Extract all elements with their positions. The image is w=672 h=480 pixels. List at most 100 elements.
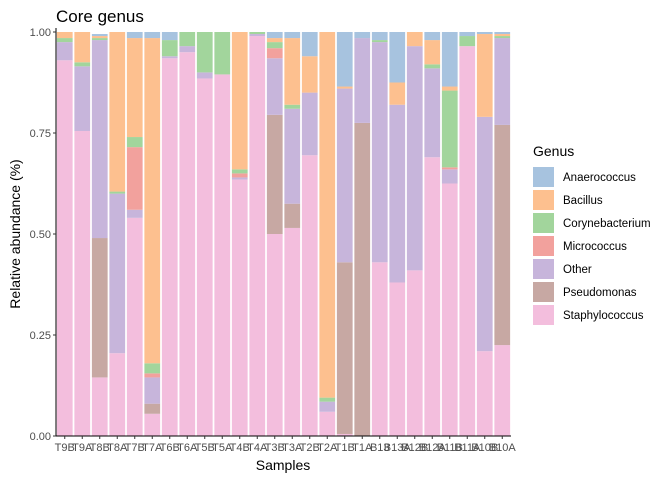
- x-tick-label: B11B: [437, 442, 463, 454]
- bar-segment-other-t4b: [231, 177, 248, 180]
- bar-segment-anaerococcus-t8b: [91, 34, 108, 37]
- bar-segment-corynebacterium-t5b: [196, 32, 213, 73]
- bar-segment-other-b11b: [441, 169, 458, 184]
- x-tick-label: T8B: [90, 442, 110, 454]
- bar-segment-other-b10b: [476, 116, 493, 352]
- bar-segment-corynebacterium-t4b: [231, 169, 248, 174]
- x-tick-label: T3B: [265, 442, 285, 454]
- legend-label-micrococcus: Micrococcus: [563, 241, 627, 253]
- bar-segment-anaerococcus-b13: [371, 32, 388, 41]
- x-axis-title: Samples: [256, 457, 310, 473]
- bar-segment-micrococcus-t4b: [231, 173, 248, 178]
- x-tick-label: T7A: [142, 442, 163, 454]
- bar-segment-staphylococcus-t2a: [319, 411, 336, 436]
- bar-segment-other-b13: [371, 42, 388, 263]
- bar-segment-bacillus-b12a: [424, 40, 441, 65]
- bar-segment-pseudomonas-t3a: [284, 203, 301, 228]
- bar-segment-bacillus-t4b: [231, 32, 248, 170]
- bar-segment-corynebacterium-b10a: [494, 36, 511, 39]
- bar-segment-other-t1b: [336, 88, 353, 263]
- legend-label-other: Other: [563, 264, 592, 276]
- bar-segment-pseudomonas-t3b: [266, 114, 283, 234]
- y-tick-label: 0.00: [30, 431, 51, 443]
- x-tick-label: T8A: [107, 442, 128, 454]
- legend-label-corynebacterium: Corynebacterium: [563, 218, 651, 230]
- bar-segment-other-t3a: [284, 108, 301, 204]
- bar-segment-staphylococcus-b10b: [476, 351, 493, 436]
- bar-segment-other-t4a: [249, 34, 266, 37]
- bar-segment-other-t3b: [266, 58, 283, 115]
- bar-segment-staphylococcus-b10a: [494, 345, 511, 436]
- bar-segment-staphylococcus-b13: [371, 262, 388, 436]
- x-tick-label: T2B: [300, 442, 320, 454]
- bar-segment-other-t7a: [144, 377, 161, 404]
- bar-segment-other-b13a: [389, 104, 406, 283]
- bar-segment-other-b10a: [494, 38, 511, 125]
- bar-segment-pseudomonas-t8b: [91, 238, 108, 378]
- bar-segment-other-t6b: [161, 56, 178, 59]
- bar-segment-staphylococcus-t9b: [56, 60, 73, 436]
- bar-segment-staphylococcus-t7b: [126, 217, 143, 436]
- bar-segment-staphylococcus-t9a: [74, 130, 91, 437]
- bar-segment-staphylococcus-t8b: [91, 377, 108, 436]
- legend-label-pseudomonas: Pseudomonas: [563, 287, 637, 299]
- bar-segment-other-t5b: [196, 72, 213, 79]
- bar-segment-staphylococcus-t3b: [266, 234, 283, 436]
- legend-label-anaerococcus: Anaerococcus: [563, 172, 636, 184]
- bar-segment-corynebacterium-t6a: [179, 32, 196, 47]
- x-tick-label: B13: [370, 442, 390, 454]
- bar-segment-anaerococcus-b13a: [389, 32, 406, 83]
- bar-segment-anaerococcus-b10a: [494, 32, 511, 35]
- bar-segment-staphylococcus-b12a: [424, 157, 441, 437]
- legend-swatch-micrococcus: [533, 236, 554, 256]
- chart-title: Core genus: [56, 7, 144, 26]
- bar-segment-corynebacterium-t9b: [56, 38, 73, 43]
- legend-swatch-pseudomonas: [533, 282, 554, 302]
- bar-segment-staphylococcus-b12b: [406, 270, 423, 436]
- bar-segment-staphylococcus-t2b: [301, 155, 318, 436]
- bar-segment-staphylococcus-b13a: [389, 282, 406, 436]
- bar-segment-other-t8b: [91, 40, 108, 239]
- bar-segment-micrococcus-t7a: [144, 373, 161, 378]
- bar-segment-other-t2b: [301, 92, 318, 156]
- bar-segment-corynebacterium-t7b: [126, 137, 143, 148]
- bar-segment-bacillus-t7b: [126, 38, 143, 138]
- bar-segment-bacillus-t2a: [319, 32, 336, 398]
- bar-segment-other-b12b: [406, 46, 423, 271]
- bar-segment-anaerococcus-b11b: [441, 32, 458, 87]
- bar-segment-anaerococcus-t1a: [354, 32, 371, 39]
- bar-segment-bacillus-t9b: [56, 32, 73, 39]
- x-tick-label: B11A: [454, 442, 481, 454]
- bar-segment-anaerococcus-t3b: [266, 32, 283, 39]
- x-tick-label: T9A: [72, 442, 93, 454]
- x-tick-label: B13A: [384, 442, 412, 454]
- bar-segment-bacillus-b11b: [441, 86, 458, 91]
- bar-segment-bacillus-t7a: [144, 38, 161, 364]
- x-tick-label: T1B: [335, 442, 355, 454]
- x-tick-label: T5B: [195, 442, 215, 454]
- legend-label-bacillus: Bacillus: [563, 195, 603, 207]
- x-tick-label: B10B: [471, 442, 498, 454]
- legend-label-staphylococcus: Staphylococcus: [563, 310, 644, 322]
- bar-segment-corynebacterium-t5a: [214, 32, 231, 75]
- bar-segment-bacillus-b12b: [406, 32, 423, 47]
- bar-segment-corynebacterium-t4a: [249, 32, 266, 35]
- bar-segment-staphylococcus-b11a: [459, 46, 476, 436]
- bar-segment-corynebacterium-b12a: [424, 64, 441, 69]
- x-tick-label: T6A: [177, 442, 198, 454]
- y-axis-title: Relative abundance (%): [7, 159, 23, 308]
- y-tick-label: 0.75: [30, 128, 51, 140]
- bar-segment-corynebacterium-t2a: [319, 397, 336, 402]
- x-tick-label: B12A: [419, 442, 447, 454]
- bar-segment-anaerococcus-b12a: [424, 32, 441, 41]
- bar-segment-corynebacterium-b13: [371, 40, 388, 43]
- bar-segment-staphylococcus-t1b: [336, 433, 353, 436]
- bar-segment-staphylococcus-t3a: [284, 227, 301, 436]
- x-tick-label: T3A: [282, 442, 303, 454]
- bar-segment-other-t8a: [109, 193, 126, 354]
- bar-segment-corynebacterium-b11a: [459, 36, 476, 47]
- bar-segment-anaerococcus-b11a: [459, 32, 476, 37]
- bar-segment-anaerococcus-t7a: [144, 32, 161, 39]
- legend-title: Genus: [533, 143, 574, 159]
- bar-segment-other-t1a: [354, 38, 371, 123]
